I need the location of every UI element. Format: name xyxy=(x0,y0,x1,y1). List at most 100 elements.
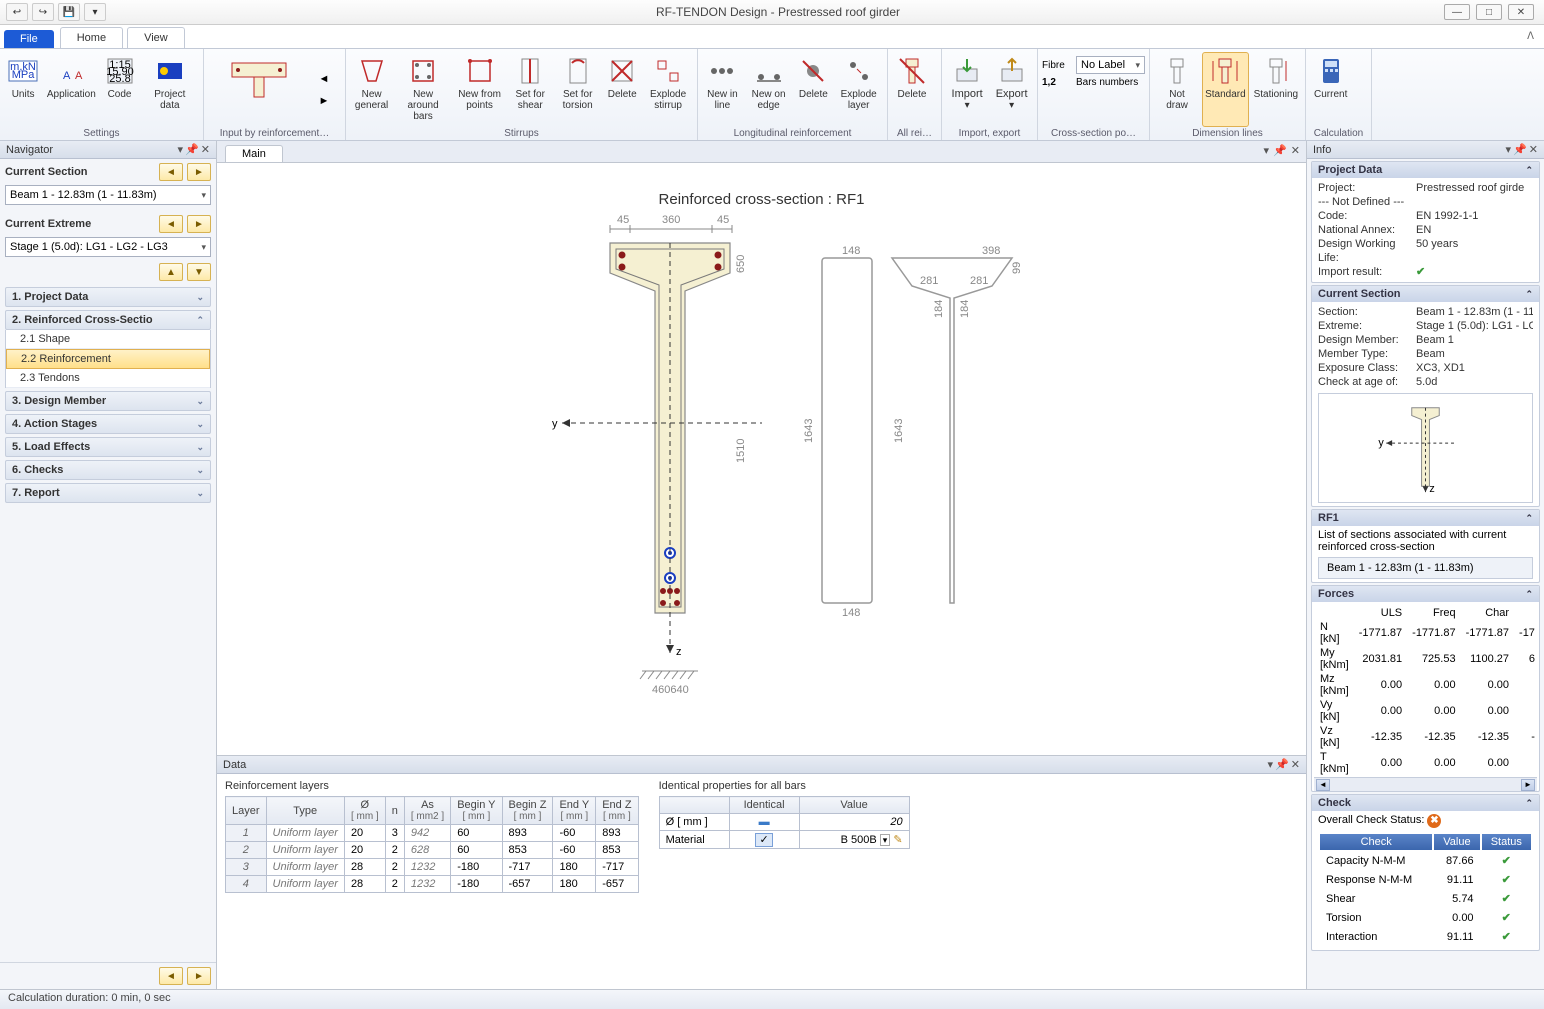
explode-stirrup-button[interactable]: Explode stirrup xyxy=(643,52,693,127)
fail-icon: ✖ xyxy=(1427,814,1441,828)
close-button[interactable]: ✕ xyxy=(1508,4,1534,20)
nav-load-effects[interactable]: 5. Load Effects⌄ xyxy=(5,437,211,457)
nav-dropdown-icon[interactable]: ▾ xyxy=(178,143,184,156)
doc-pin-icon[interactable]: 📌 xyxy=(1273,144,1287,157)
file-tab[interactable]: File xyxy=(4,30,54,48)
svg-text:25.8: 25.8 xyxy=(109,73,130,85)
save-button[interactable]: 💾 xyxy=(58,3,80,21)
project-data-header[interactable]: Project Data xyxy=(1318,164,1382,176)
current-section-label: Current Section xyxy=(5,166,88,178)
maximize-button[interactable]: □ xyxy=(1476,4,1502,20)
new-from-points-button[interactable]: New from points xyxy=(453,52,506,127)
nav-next-button[interactable]: ► xyxy=(187,967,211,985)
home-tab[interactable]: Home xyxy=(60,27,123,48)
forces-header[interactable]: Forces xyxy=(1318,588,1354,600)
new-around-bars-button[interactable]: New around bars xyxy=(395,52,451,127)
prev-section-button[interactable]: ◄ xyxy=(159,163,183,181)
view-tab[interactable]: View xyxy=(127,27,185,48)
export-button[interactable]: Export ▾ xyxy=(990,52,1033,127)
redo-button[interactable]: ↪ xyxy=(32,3,54,21)
nav-design-member[interactable]: 3. Design Member⌄ xyxy=(5,391,211,411)
reinforcement-table[interactable]: LayerType Ø[ mm ] n As[ mm2 ] Begin Y[ m… xyxy=(225,796,639,893)
cross-section-canvas[interactable]: Reinforced cross-section : RF1 45 360 45 xyxy=(217,163,1306,755)
scroll-left-button[interactable]: ◄ xyxy=(1316,779,1330,791)
down-button[interactable]: ▼ xyxy=(187,263,211,281)
set-for-shear-button[interactable]: Set for shear xyxy=(508,52,552,127)
new-general-button[interactable]: New general xyxy=(350,52,393,127)
nav-project-data[interactable]: 1. Project Data⌄ xyxy=(5,287,211,307)
input-next-button[interactable]: ► xyxy=(311,91,341,111)
nav-close-icon[interactable]: ✕ xyxy=(201,143,210,156)
svg-text:360: 360 xyxy=(662,214,680,226)
current-calc-button[interactable]: Current xyxy=(1310,52,1351,127)
next-section-button[interactable]: ► xyxy=(187,163,211,181)
nav-action-stages[interactable]: 4. Action Stages⌄ xyxy=(5,414,211,434)
section-combo[interactable]: Beam 1 - 12.83m (1 - 11.83m)▾ xyxy=(5,185,211,205)
info-dropdown-icon[interactable]: ▾ xyxy=(1506,143,1512,156)
nav-tree: 1. Project Data⌄ 2. Reinforced Cross-Sec… xyxy=(5,287,211,503)
standard-button[interactable]: Standard xyxy=(1202,52,1249,127)
main-tab[interactable]: Main xyxy=(225,145,283,162)
fibre-label: Fibre xyxy=(1042,60,1072,71)
delete-longrein-button[interactable]: Delete xyxy=(794,52,832,127)
identical-props-table[interactable]: IdenticalValue Ø [ mm ]▬20 Material✓B 50… xyxy=(659,796,910,849)
current-section-header[interactable]: Current Section xyxy=(1318,288,1401,300)
nav-shape[interactable]: 2.1 Shape xyxy=(6,330,210,349)
units-button[interactable]: m,kNMPaUnits xyxy=(4,52,42,127)
current-extreme-label: Current Extreme xyxy=(5,218,91,230)
doc-close-icon[interactable]: ✕ xyxy=(1291,144,1300,157)
minimize-button[interactable]: — xyxy=(1444,4,1470,20)
import-button[interactable]: Import ▾ xyxy=(946,52,988,127)
doc-dropdown-icon[interactable]: ▾ xyxy=(1264,144,1270,157)
nav-report[interactable]: 7. Report⌄ xyxy=(5,483,211,503)
input-preview-button[interactable] xyxy=(208,52,309,127)
delete-all-button[interactable]: Delete xyxy=(892,52,932,127)
bars-numbers-label[interactable]: Bars numbers xyxy=(1076,77,1138,88)
svg-text:1643: 1643 xyxy=(803,419,815,443)
scroll-right-button[interactable]: ► xyxy=(1521,779,1535,791)
input-prev-button[interactable]: ◄ xyxy=(311,69,341,89)
info-close-icon[interactable]: ✕ xyxy=(1529,143,1538,156)
data-panel: Data▾ 📌 ✕ Reinforcement layers LayerType… xyxy=(217,755,1306,989)
rf1-header[interactable]: RF1 xyxy=(1318,512,1339,524)
code-button[interactable]: 1:1515.9025.8Code xyxy=(100,52,138,127)
undo-button[interactable]: ↩ xyxy=(6,3,28,21)
info-panel: Info▾ 📌 ✕ Project Data⌃ Project:Prestres… xyxy=(1306,141,1544,989)
new-on-edge-button[interactable]: New on edge xyxy=(745,52,793,127)
nav-pin-icon[interactable]: 📌 xyxy=(185,143,199,156)
nav-tendons[interactable]: 2.3 Tendons xyxy=(6,369,210,388)
explode-layer-button[interactable]: Explode layer xyxy=(834,52,883,127)
set-for-torsion-button[interactable]: Set for torsion xyxy=(554,52,601,127)
new-in-line-button[interactable]: New in line xyxy=(702,52,743,127)
nav-prev-button[interactable]: ◄ xyxy=(159,967,183,985)
ribbon-group-settings: Settings xyxy=(4,127,199,140)
svg-text:1510: 1510 xyxy=(735,439,747,463)
nav-reinforced-cs[interactable]: 2. Reinforced Cross-Sectio⌃ xyxy=(5,310,211,330)
data-dropdown-icon[interactable]: ▾ xyxy=(1268,758,1274,771)
info-pin-icon[interactable]: 📌 xyxy=(1513,143,1527,156)
stationing-button[interactable]: Stationing xyxy=(1251,52,1301,127)
svg-text:148: 148 xyxy=(842,245,860,257)
qat-more-button[interactable]: ▾ xyxy=(84,3,106,21)
project-data-button[interactable]: Project data xyxy=(141,52,199,127)
nav-reinforcement[interactable]: 2.2 Reinforcement xyxy=(6,349,210,369)
fibre-combo[interactable]: No Label▾ xyxy=(1076,56,1145,74)
delete-stirrup-button[interactable]: Delete xyxy=(603,52,641,127)
application-button[interactable]: AAApplication xyxy=(44,52,98,127)
data-pin-icon[interactable]: 📌 xyxy=(1275,758,1289,771)
up-button[interactable]: ▲ xyxy=(159,263,183,281)
extreme-combo[interactable]: Stage 1 (5.0d): LG1 - LG2 - LG3▾ xyxy=(5,237,211,257)
svg-text:184: 184 xyxy=(933,300,945,318)
check-header[interactable]: Check xyxy=(1318,797,1351,809)
data-close-icon[interactable]: ✕ xyxy=(1291,758,1300,771)
navigator-panel: Navigator▾ 📌 ✕ Current Section◄► Beam 1 … xyxy=(0,141,217,989)
svg-text:184: 184 xyxy=(959,300,971,318)
rf1-assoc-section[interactable]: Beam 1 - 12.83m (1 - 11.83m) xyxy=(1318,557,1533,579)
ribbon-group-longrein: Longitudinal reinforcement xyxy=(702,127,883,140)
collapse-ribbon-icon[interactable]: ᐱ xyxy=(1527,31,1534,42)
prev-extreme-button[interactable]: ◄ xyxy=(159,215,183,233)
next-extreme-button[interactable]: ► xyxy=(187,215,211,233)
nav-checks[interactable]: 6. Checks⌄ xyxy=(5,460,211,480)
not-draw-button[interactable]: Not draw xyxy=(1154,52,1200,127)
forces-table: ULSFreqChar N [kN]-1771.87-1771.87-1771.… xyxy=(1314,605,1541,777)
